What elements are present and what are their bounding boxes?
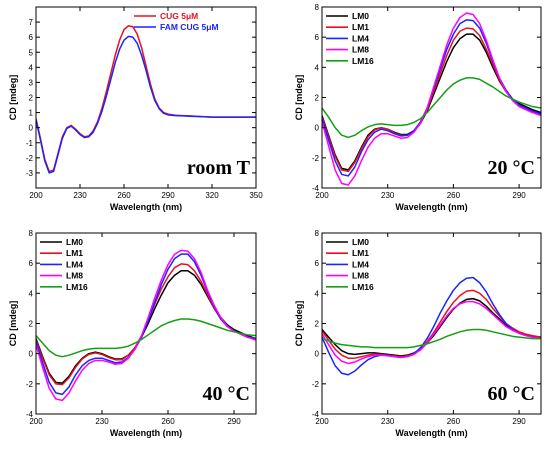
legend-label: LM4 bbox=[352, 33, 369, 43]
legend-label: LM16 bbox=[66, 282, 88, 292]
x-tick-label: 290 bbox=[227, 417, 241, 426]
series-line-lm1 bbox=[322, 289, 541, 359]
y-tick-label: 0 bbox=[29, 124, 34, 133]
series-line-lm8 bbox=[36, 249, 256, 402]
x-axis-label: Wavelength (nm) bbox=[395, 428, 467, 438]
series-line-lm16 bbox=[322, 77, 541, 139]
x-tick-label: 290 bbox=[512, 417, 526, 426]
condition-annotation: 60 °C bbox=[488, 383, 535, 405]
legend-label: FAM CUG 5μM bbox=[160, 22, 219, 32]
series-line-lm8 bbox=[322, 300, 541, 365]
legend-label: LM8 bbox=[66, 271, 83, 281]
chart-panel-2: 200 230 260 290 -4 -2 0 2 4 6 8 Wavelength (nm) CD [… bbox=[294, 3, 542, 212]
y-tick-label: 8 bbox=[315, 3, 320, 12]
y-tick-label: 2 bbox=[315, 320, 320, 329]
x-tick-label: 230 bbox=[73, 191, 87, 200]
y-axis-label: CD [mdeg] bbox=[294, 75, 304, 121]
y-tick-label: 8 bbox=[315, 229, 320, 238]
legend-label: LM0 bbox=[352, 237, 369, 247]
y-tick-label: 4 bbox=[29, 63, 34, 72]
y-tick-label: 2 bbox=[315, 94, 320, 103]
y-tick-label: 0 bbox=[29, 350, 34, 359]
series-line-lm4 bbox=[322, 276, 541, 376]
condition-annotation: 20 °C bbox=[488, 157, 535, 179]
y-tick-label: 4 bbox=[315, 289, 320, 298]
y-tick-label: 1 bbox=[29, 109, 34, 118]
y-tick-label: -4 bbox=[26, 410, 34, 419]
y-tick-label: 6 bbox=[29, 259, 34, 268]
x-tick-label: 350 bbox=[249, 191, 263, 200]
condition-annotation: 40 °C bbox=[203, 383, 250, 405]
legend-label: LM16 bbox=[352, 56, 374, 66]
x-tick-label: 290 bbox=[512, 191, 526, 200]
x-tick-label: 200 bbox=[315, 417, 329, 426]
y-tick-label: 7 bbox=[29, 18, 34, 27]
series-line-cug-5-m bbox=[36, 25, 256, 173]
y-tick-label: 4 bbox=[315, 63, 320, 72]
x-tick-label: 260 bbox=[117, 191, 131, 200]
legend-label: LM16 bbox=[352, 282, 374, 292]
x-tick-label: 230 bbox=[95, 417, 109, 426]
series-line-lm16 bbox=[322, 328, 541, 349]
y-tick-label: 8 bbox=[29, 229, 34, 238]
y-tick-label: -2 bbox=[312, 154, 320, 163]
legend-label: CUG 5μM bbox=[160, 11, 198, 21]
y-tick-label: 6 bbox=[29, 33, 34, 42]
legend-label: LM4 bbox=[352, 259, 369, 269]
x-axis-label: Wavelength (nm) bbox=[110, 202, 182, 212]
x-tick-label: 320 bbox=[205, 191, 219, 200]
chart-panel-4: 200 230 260 290 -4 -2 0 2 4 6 8 Wavelength (nm) CD [… bbox=[294, 229, 542, 438]
legend-label: LM8 bbox=[352, 271, 369, 281]
y-tick-label: -4 bbox=[312, 410, 320, 419]
y-tick-label: -2 bbox=[26, 380, 34, 389]
legend-label: LM1 bbox=[352, 248, 369, 258]
condition-annotation: room T bbox=[187, 157, 251, 179]
series-line-lm8 bbox=[322, 12, 541, 186]
y-tick-label: 6 bbox=[315, 33, 320, 42]
y-tick-label: 6 bbox=[315, 259, 320, 268]
y-tick-label: 3 bbox=[29, 78, 34, 87]
y-tick-label: 4 bbox=[29, 289, 34, 298]
y-tick-label: 0 bbox=[315, 350, 320, 359]
x-tick-label: 260 bbox=[447, 417, 461, 426]
y-tick-label: -4 bbox=[312, 184, 320, 193]
y-tick-label: 0 bbox=[315, 124, 320, 133]
x-tick-label: 200 bbox=[315, 191, 329, 200]
x-tick-label: 230 bbox=[381, 417, 395, 426]
x-tick-label: 260 bbox=[447, 191, 461, 200]
legend-label: LM1 bbox=[352, 22, 369, 32]
chart-panel-1: 200 230 260 290 320 350 -3 -2 -1 0 1 2 3 4 5 6 7 Waveleng… bbox=[8, 6, 263, 212]
x-axis-label: Wavelength (nm) bbox=[395, 202, 467, 212]
legend-label: LM4 bbox=[66, 259, 83, 269]
x-tick-label: 200 bbox=[29, 417, 43, 426]
y-axis-label: CD [mdeg] bbox=[294, 301, 304, 347]
series-line-fam-cug-5-m bbox=[36, 35, 256, 174]
y-tick-label: -2 bbox=[26, 154, 34, 163]
series-line-lm16 bbox=[36, 318, 256, 358]
legend-label: LM1 bbox=[66, 248, 83, 258]
x-tick-label: 230 bbox=[381, 191, 395, 200]
y-axis-label: CD [mdeg] bbox=[8, 301, 18, 347]
y-tick-label: 2 bbox=[29, 320, 34, 329]
legend-label: LM8 bbox=[352, 45, 369, 55]
x-tick-label: 200 bbox=[29, 191, 43, 200]
y-tick-label: -3 bbox=[26, 169, 34, 178]
x-tick-label: 260 bbox=[161, 417, 175, 426]
legend-label: LM0 bbox=[66, 237, 83, 247]
x-axis-label: Wavelength (nm) bbox=[110, 428, 182, 438]
x-tick-label: 290 bbox=[161, 191, 175, 200]
y-axis-label: CD [mdeg] bbox=[8, 75, 18, 121]
legend-label: LM0 bbox=[352, 11, 369, 21]
y-tick-label: 2 bbox=[29, 94, 34, 103]
y-tick-label: -2 bbox=[312, 380, 320, 389]
chart-panel-3: 200 230 260 290 -4 -2 0 2 4 6 8 Wavelength (nm) CD [… bbox=[8, 229, 257, 438]
y-tick-label: 5 bbox=[29, 48, 34, 57]
y-tick-label: -1 bbox=[26, 139, 34, 148]
